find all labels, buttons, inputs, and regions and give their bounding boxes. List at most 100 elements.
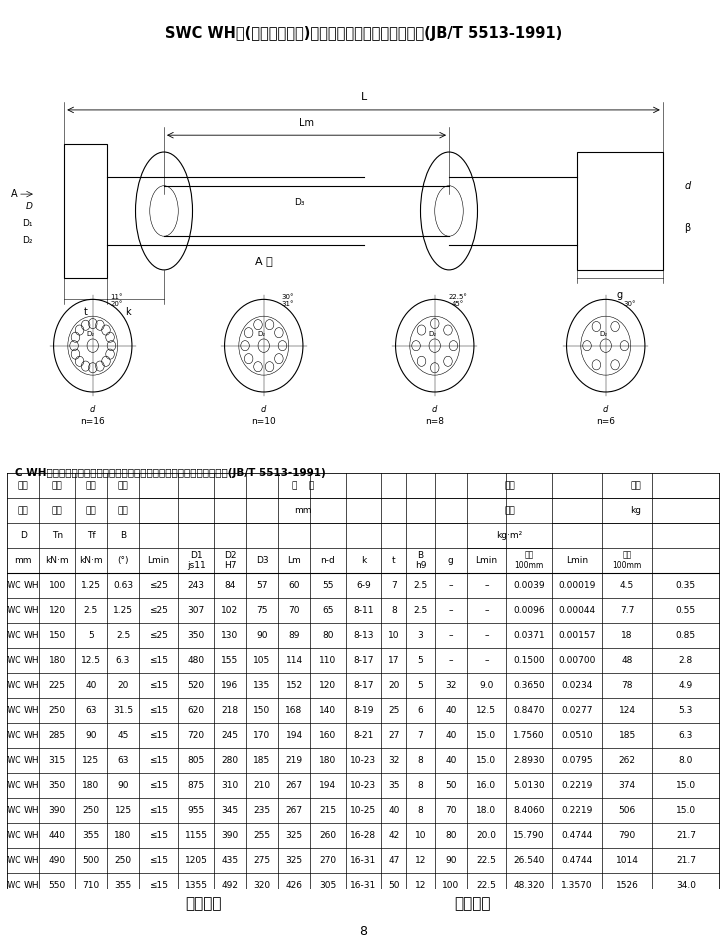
Text: 8.0: 8.0: [679, 756, 693, 764]
Text: 回转: 回转: [18, 481, 28, 490]
Text: 60: 60: [289, 581, 300, 590]
Text: SWC: SWC: [4, 831, 21, 840]
Text: t: t: [392, 556, 395, 565]
Text: 12.5: 12.5: [81, 656, 101, 665]
Text: mm: mm: [15, 556, 32, 565]
Text: 168: 168: [286, 706, 302, 715]
Text: ≤25: ≤25: [149, 581, 168, 590]
Text: 18: 18: [622, 631, 633, 639]
Text: 260: 260: [319, 831, 337, 840]
Text: 50: 50: [445, 780, 457, 790]
Text: g: g: [448, 556, 454, 565]
Text: 1014: 1014: [616, 855, 638, 865]
Text: Lmin: Lmin: [566, 556, 588, 565]
Text: 1.7560: 1.7560: [513, 730, 545, 740]
Text: –: –: [484, 631, 489, 639]
Text: 0.8470: 0.8470: [513, 706, 545, 715]
Text: 55: 55: [322, 581, 334, 590]
Text: ≤15: ≤15: [149, 831, 168, 840]
Text: 惯量: 惯量: [505, 506, 515, 515]
Text: 17: 17: [388, 656, 400, 665]
Text: 8-21: 8-21: [353, 730, 374, 740]
Text: 520: 520: [188, 681, 204, 690]
Text: C WH型无伸缩焊接型整体叉头十字轴式万向联轴器基本参数和主要尺寸(JB/T 5513-1991): C WH型无伸缩焊接型整体叉头十字轴式万向联轴器基本参数和主要尺寸(JB/T 5…: [15, 468, 325, 479]
Text: 8-19: 8-19: [353, 706, 374, 715]
Text: 150: 150: [253, 706, 270, 715]
Text: 250: 250: [114, 855, 132, 865]
Text: 0.4744: 0.4744: [562, 831, 593, 840]
Text: 955: 955: [188, 806, 205, 815]
Text: 506: 506: [619, 806, 635, 815]
Text: 90: 90: [445, 855, 457, 865]
Text: 374: 374: [619, 780, 635, 790]
Text: 194: 194: [286, 730, 302, 740]
Text: ≤15: ≤15: [149, 730, 168, 740]
Text: 124: 124: [619, 706, 635, 715]
Text: D3: D3: [256, 556, 268, 565]
Text: 12: 12: [415, 881, 426, 889]
Text: 78: 78: [622, 681, 633, 690]
Text: 325: 325: [286, 855, 302, 865]
Text: 0.0039: 0.0039: [513, 581, 545, 590]
Text: 12: 12: [415, 855, 426, 865]
Text: 90: 90: [256, 631, 268, 639]
Text: 180: 180: [319, 756, 337, 764]
Text: kN·m: kN·m: [79, 556, 103, 565]
Text: 25: 25: [388, 706, 399, 715]
Text: 质量: 质量: [630, 481, 641, 490]
Text: SWC: SWC: [4, 706, 21, 715]
Text: 180: 180: [82, 780, 100, 790]
Text: β: β: [684, 223, 691, 233]
Text: kg·m²: kg·m²: [497, 531, 523, 540]
Text: 27: 27: [388, 730, 399, 740]
Text: 75: 75: [256, 605, 268, 615]
Text: d: d: [684, 181, 691, 191]
Text: n=16: n=16: [81, 417, 105, 427]
Text: 20: 20: [388, 681, 399, 690]
Text: n=10: n=10: [252, 417, 276, 427]
Text: 16.0: 16.0: [476, 780, 497, 790]
Text: SWC: SWC: [4, 806, 21, 815]
Text: 20: 20: [117, 681, 129, 690]
Text: 89: 89: [289, 631, 300, 639]
Text: WH: WH: [24, 780, 40, 790]
Text: 30°
31°: 30° 31°: [281, 294, 294, 307]
Text: 120: 120: [49, 605, 65, 615]
Text: 8.4060: 8.4060: [513, 806, 545, 815]
Text: 10-23: 10-23: [350, 756, 377, 764]
Text: ≤15: ≤15: [149, 806, 168, 815]
Text: D₂: D₂: [257, 331, 265, 337]
Text: 20.0: 20.0: [476, 831, 497, 840]
Text: 11°
20°: 11° 20°: [110, 294, 123, 307]
Text: 坚如磤石: 坚如磤石: [454, 896, 491, 911]
Text: D1
js11: D1 js11: [187, 551, 206, 570]
Text: 65: 65: [322, 605, 334, 615]
Text: 90: 90: [85, 730, 97, 740]
Text: 16-31: 16-31: [350, 881, 377, 889]
Text: 0.35: 0.35: [676, 581, 696, 590]
Text: SWC: SWC: [4, 681, 21, 690]
Text: 40: 40: [445, 756, 457, 764]
Text: 30°: 30°: [623, 302, 635, 307]
Text: 40: 40: [445, 706, 457, 715]
Text: ≤15: ≤15: [149, 756, 168, 764]
Text: kg: kg: [630, 506, 641, 515]
Text: ≤15: ≤15: [149, 681, 168, 690]
Text: 轴线: 轴线: [118, 481, 129, 490]
Text: WH: WH: [24, 855, 40, 865]
Text: 267: 267: [286, 780, 302, 790]
Text: 2.5: 2.5: [116, 631, 130, 639]
Text: WH: WH: [24, 756, 40, 764]
Text: 2.5: 2.5: [414, 581, 427, 590]
Text: 305: 305: [319, 881, 337, 889]
Text: 285: 285: [49, 730, 65, 740]
Text: WH: WH: [24, 631, 40, 639]
Text: 15.0: 15.0: [476, 756, 497, 764]
Text: 42: 42: [388, 831, 399, 840]
Text: 4.9: 4.9: [679, 681, 693, 690]
Text: 57: 57: [256, 581, 268, 590]
Text: 140: 140: [319, 706, 337, 715]
Text: 480: 480: [188, 656, 204, 665]
Text: 235: 235: [254, 806, 270, 815]
Text: 3: 3: [417, 631, 423, 639]
